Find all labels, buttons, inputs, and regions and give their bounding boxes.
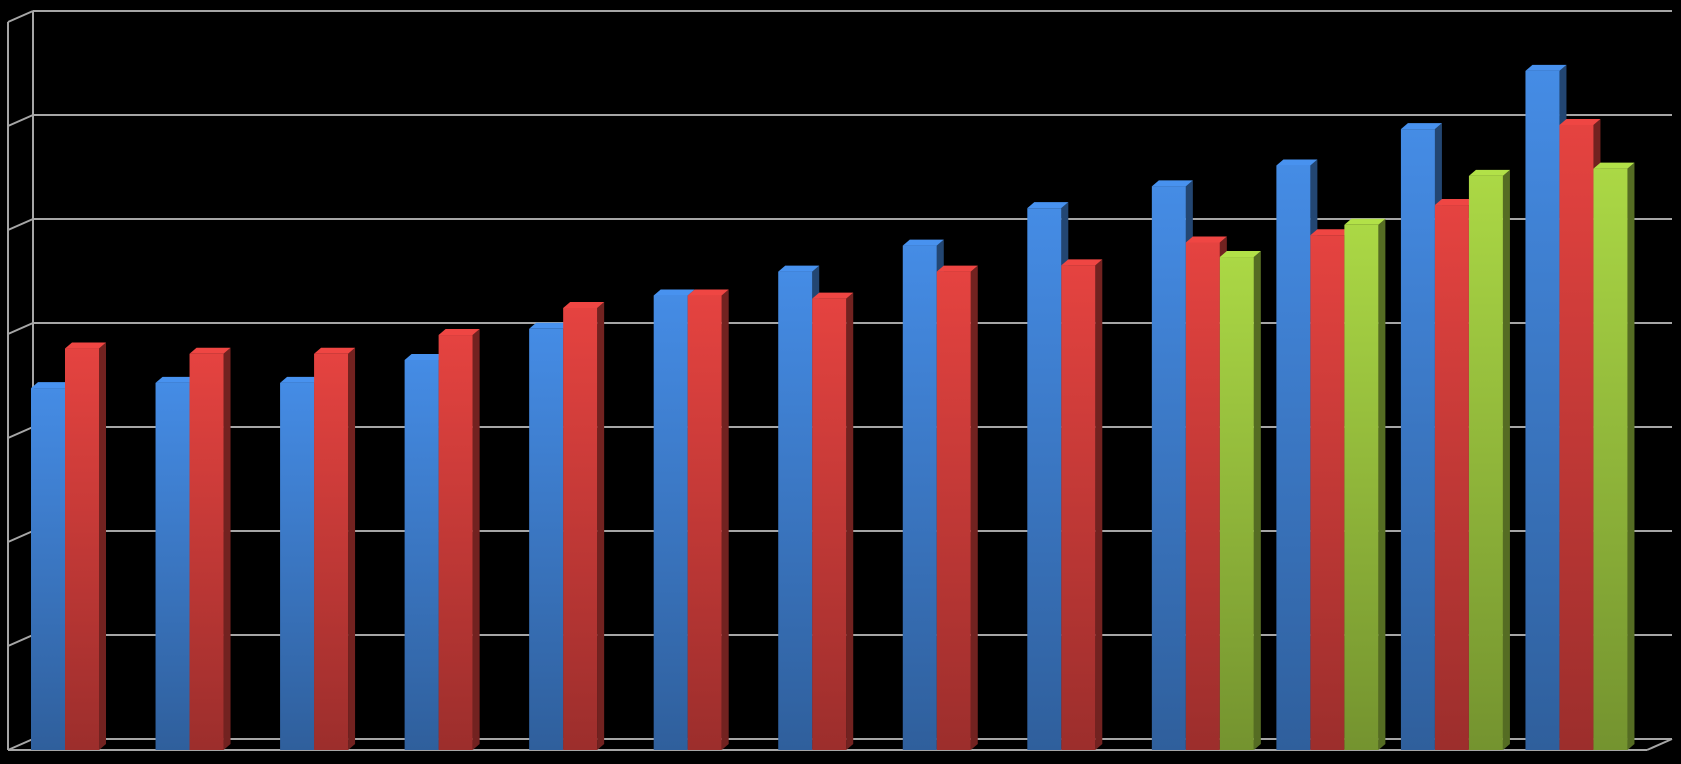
bar [812,298,847,750]
bar-top [902,239,944,246]
bar-top [438,329,480,336]
wall-tick [7,530,34,543]
bar [404,360,439,750]
bar [1219,257,1254,750]
bar [778,271,813,750]
bar-side [1253,251,1261,751]
bar [687,295,722,750]
bar [902,245,937,750]
bar [1559,124,1594,750]
bar-side [472,329,480,750]
bar-side [223,347,231,750]
bar-top [1525,64,1567,71]
wall-tick [7,114,34,127]
bar-top [1219,251,1261,258]
floor-edge [1646,738,1673,751]
bar [1434,205,1469,751]
wall-tick [7,10,34,23]
bar [65,348,99,750]
bar-top [529,322,571,329]
bar-top [778,265,820,272]
bar [155,382,190,750]
wall-tick [7,634,34,647]
bar-side [1095,259,1103,750]
bar-top [404,354,446,360]
bar [189,353,224,750]
bar [1061,265,1096,750]
bar-top [31,382,72,389]
bar-top [1434,199,1476,206]
bar-side [597,302,605,750]
bar [1400,129,1435,750]
bar-top [1061,259,1103,266]
bar-top [1468,169,1510,176]
wall-tick [7,322,34,335]
bar-top [1027,202,1069,209]
bar-top [563,302,605,308]
bar-top [1559,118,1601,125]
bar-top [1344,218,1386,225]
bar-side [1627,162,1635,750]
bar [529,328,564,750]
bar [1593,168,1628,750]
bar-top [280,376,322,383]
bar-top [155,376,197,383]
bar-top [1185,236,1227,243]
bar-top [812,292,854,299]
wall-tick [7,738,34,751]
bar-side [99,342,106,750]
bar-top [687,289,729,296]
bar-side [721,289,729,750]
bar-top [653,289,695,296]
bar-top [189,347,231,354]
bar [1276,165,1311,750]
bar-top [314,347,356,354]
bar [1525,70,1560,750]
bar [280,382,315,750]
bar [1185,242,1220,751]
bar [31,388,65,750]
bar [1310,235,1345,750]
bar-top [1593,162,1635,169]
bar-side [1502,169,1510,751]
bar-top [1151,180,1193,187]
bar [653,295,688,750]
bar [1027,208,1062,750]
bar-top [65,342,106,349]
bar [936,271,971,750]
bar-top [1276,159,1318,166]
bar [438,335,473,750]
wall-tick [7,218,34,231]
bar [314,353,349,750]
bar-top [1400,123,1442,130]
bar-top [1310,229,1352,236]
bar-side [1378,218,1386,751]
wall-tick [7,426,34,439]
bar [1344,224,1379,751]
bar-side [348,347,356,750]
bar-top [936,265,978,272]
bar [1151,186,1186,750]
bar [563,308,598,750]
bar [1468,175,1503,751]
bar-side [846,292,854,750]
bar-side [970,265,978,750]
